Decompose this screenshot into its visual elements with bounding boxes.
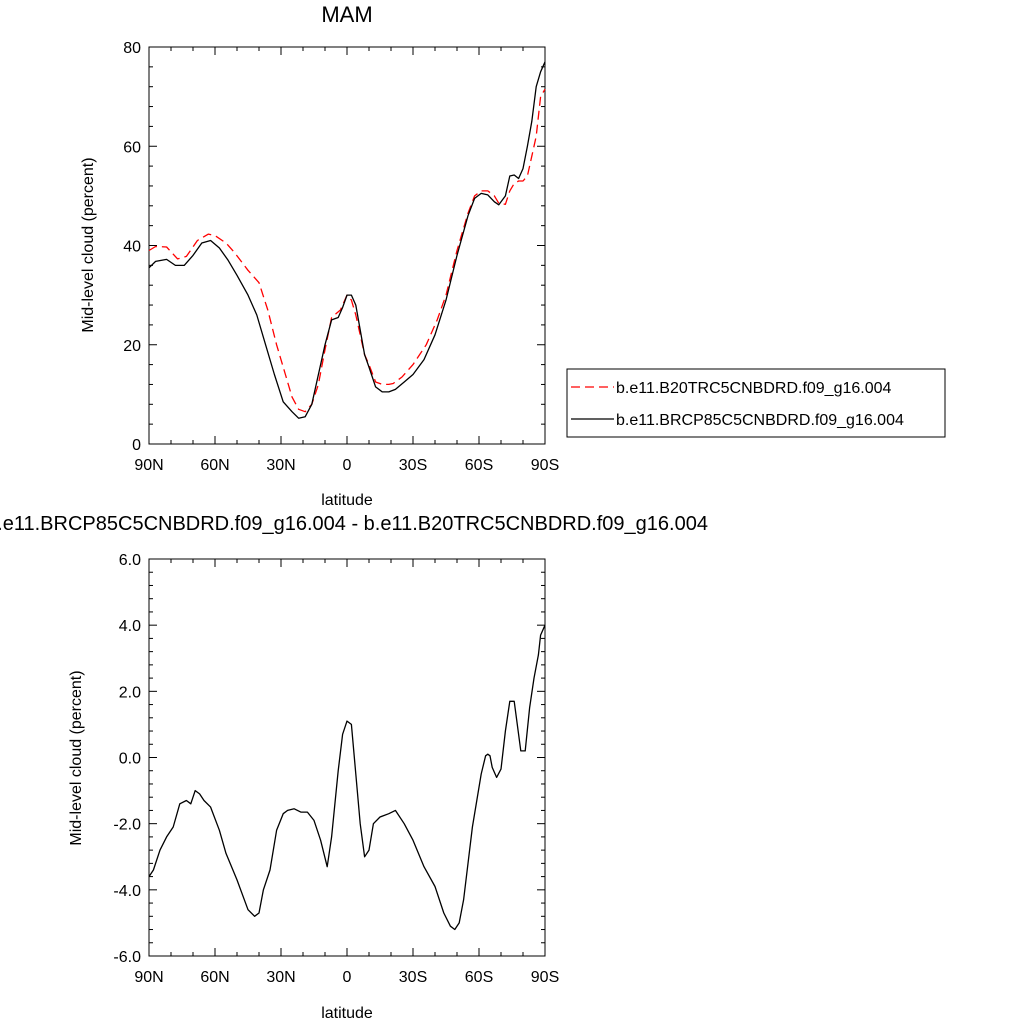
legend: b.e11.B20TRC5CNBDRD.f09_g16.004 b.e11.BR…	[566, 368, 946, 438]
bottom-y-tick-label: 0.0	[119, 751, 141, 768]
top-x-tick-label: 90N	[134, 457, 163, 474]
bottom-chart-title: b.e11.BRCP85C5CNBDRD.f09_g16.004 - b.e11…	[0, 513, 708, 535]
legend-box	[566, 368, 946, 438]
bottom-y-tick-label: -6.0	[113, 949, 141, 966]
bottom-y-tick-label: 6.0	[119, 552, 141, 569]
top-plot-frame	[148, 46, 546, 445]
top-chart-ylabel: Mid-level cloud (percent)	[80, 157, 97, 332]
bottom-x-tick-label: 90S	[531, 969, 559, 986]
top-chart-xlabel: latitude	[321, 492, 373, 509]
bottom-y-tick-label: -2.0	[113, 817, 141, 834]
legend-label-series-1: b.e11.B20TRC5CNBDRD.f09_g16.004	[616, 380, 892, 397]
bottom-y-tick-label: 2.0	[119, 684, 141, 701]
bottom-series-line-1	[148, 624, 546, 931]
bottom-y-tick-label: 4.0	[119, 618, 141, 635]
top-x-tick-label: 60N	[200, 457, 229, 474]
top-chart-panel: MAM 90N 60N 30N 0 30S 60S 90S 0 20 40 60 80 latitud…	[80, 2, 946, 509]
top-x-tick-label: 0	[343, 457, 352, 474]
bottom-x-tick-label: 30N	[266, 969, 295, 986]
top-x-tick-label: 90S	[531, 457, 559, 474]
top-y-tick-label: 40	[123, 239, 141, 256]
bottom-chart-ylabel: Mid-level cloud (percent)	[68, 670, 85, 845]
bottom-x-tick-label: 90N	[134, 969, 163, 986]
top-series-line-2	[148, 61, 546, 419]
bottom-x-tick-label: 0	[343, 969, 352, 986]
top-chart-title: MAM	[321, 2, 372, 27]
top-x-tick-label: 30N	[266, 457, 295, 474]
bottom-x-tick-label: 30S	[399, 969, 427, 986]
bottom-x-tick-label: 60S	[465, 969, 493, 986]
bottom-chart-xlabel: latitude	[321, 1005, 373, 1022]
top-y-tick-label: 80	[123, 40, 141, 57]
bottom-y-tick-label: -4.0	[113, 883, 141, 900]
top-x-tick-label: 60S	[465, 457, 493, 474]
top-y-tick-label: 0	[132, 437, 141, 454]
top-y-tick-label: 20	[123, 338, 141, 355]
top-x-tick-label: 30S	[399, 457, 427, 474]
top-series-line-1	[148, 88, 546, 413]
bottom-plot-area: 90N 60N 30N 0 30S 60S 90S -6.0 -4.0 -2.0 0.0 2.0 4.0…	[113, 552, 559, 986]
legend-label-series-2: b.e11.BRCP85C5CNBDRD.f09_g16.004	[616, 412, 904, 429]
bottom-x-tick-label: 60N	[200, 969, 229, 986]
top-plot-area: 90N 60N 30N 0 30S 60S 90S 0 20 40 60 80	[123, 40, 559, 474]
bottom-chart-panel: b.e11.BRCP85C5CNBDRD.f09_g16.004 - b.e11…	[0, 513, 708, 1022]
top-y-tick-label: 60	[123, 139, 141, 156]
